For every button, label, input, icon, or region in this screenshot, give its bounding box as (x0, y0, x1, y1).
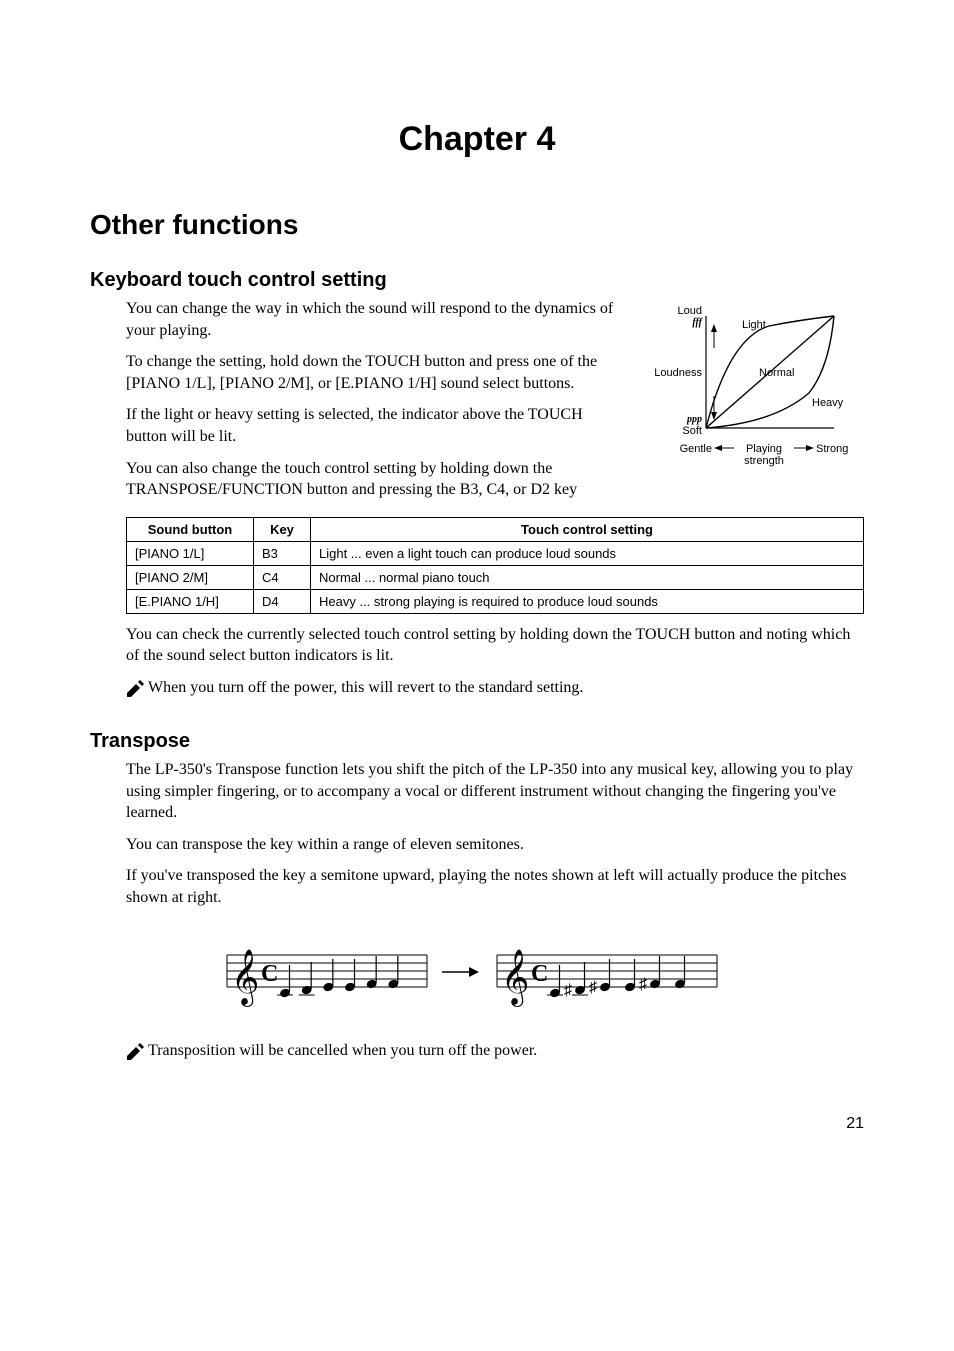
svg-text:𝄞: 𝄞 (501, 950, 529, 1007)
touch-note: When you turn off the power, this will r… (148, 677, 583, 699)
chart-label-fff: fff (692, 317, 703, 328)
pencil-icon (126, 1042, 146, 1060)
svg-text:♯: ♯ (564, 982, 572, 999)
table-row: [E.PIANO 1/H] D4 Heavy ... strong playin… (127, 589, 864, 613)
svg-text:C: C (261, 961, 278, 987)
chart-label-soft: Soft (682, 425, 702, 437)
td-sb: [PIANO 2/M] (127, 565, 254, 589)
transpose-note: Transposition will be cancelled when you… (148, 1040, 537, 1062)
transpose-p3: If you've transposed the key a semitone … (126, 865, 864, 908)
chart-label-light: Light (742, 319, 766, 331)
chart-label-normal: Normal (759, 367, 794, 379)
touch-curve-chart: Loud fff Loudness ppp Soft Light Normal … (634, 298, 864, 488)
table-row: Sound button Key Touch control setting (127, 517, 864, 541)
subsection-transpose-title: Transpose (90, 730, 864, 753)
td-tcs: Heavy ... strong playing is required to … (311, 589, 864, 613)
chart-label-strength: strength (744, 455, 784, 467)
chart-label-playing: Playing (746, 443, 782, 455)
svg-text:♯: ♯ (589, 979, 597, 996)
td-sb: [PIANO 1/L] (127, 541, 254, 565)
chart-label-heavy: Heavy (812, 397, 844, 409)
td-key: B3 (254, 541, 311, 565)
subsection-touch-title: Keyboard touch control setting (90, 269, 864, 292)
chart-label-loudness: Loudness (654, 367, 702, 379)
touch-p4: You can also change the touch control se… (126, 458, 614, 501)
touch-table: Sound button Key Touch control setting [… (126, 517, 864, 614)
transpose-p1: The LP-350's Transpose function lets you… (126, 759, 864, 824)
td-key: D4 (254, 589, 311, 613)
page-number: 21 (90, 1115, 864, 1133)
chart-label-gentle: Gentle (680, 443, 712, 455)
chart-label-loud: Loud (678, 305, 702, 317)
svg-text:𝄞: 𝄞 (231, 950, 259, 1007)
chart-label-ppp: ppp (686, 414, 702, 425)
svg-text:C: C (531, 961, 548, 987)
touch-p2: To change the setting, hold down the TOU… (126, 351, 614, 394)
music-notation: 𝄞C𝄞C♯♯♯ (217, 927, 737, 1017)
td-tcs: Normal ... normal piano touch (311, 565, 864, 589)
td-tcs: Light ... even a light touch can produce… (311, 541, 864, 565)
touch-p5: You can check the currently selected tou… (126, 624, 864, 667)
svg-text:♯: ♯ (639, 976, 647, 993)
th-touch-control: Touch control setting (311, 517, 864, 541)
td-key: C4 (254, 565, 311, 589)
table-row: [PIANO 2/M] C4 Normal ... normal piano t… (127, 565, 864, 589)
chart-label-strong: Strong (816, 443, 848, 455)
transpose-p2: You can transpose the key within a range… (126, 834, 864, 856)
chapter-title: Chapter 4 (90, 120, 864, 159)
touch-p3: If the light or heavy setting is selecte… (126, 404, 614, 447)
pencil-icon (126, 679, 146, 697)
table-row: [PIANO 1/L] B3 Light ... even a light to… (127, 541, 864, 565)
touch-p1: You can change the way in which the soun… (126, 298, 614, 341)
td-sb: [E.PIANO 1/H] (127, 589, 254, 613)
th-sound-button: Sound button (127, 517, 254, 541)
th-key: Key (254, 517, 311, 541)
section-title: Other functions (90, 209, 864, 241)
